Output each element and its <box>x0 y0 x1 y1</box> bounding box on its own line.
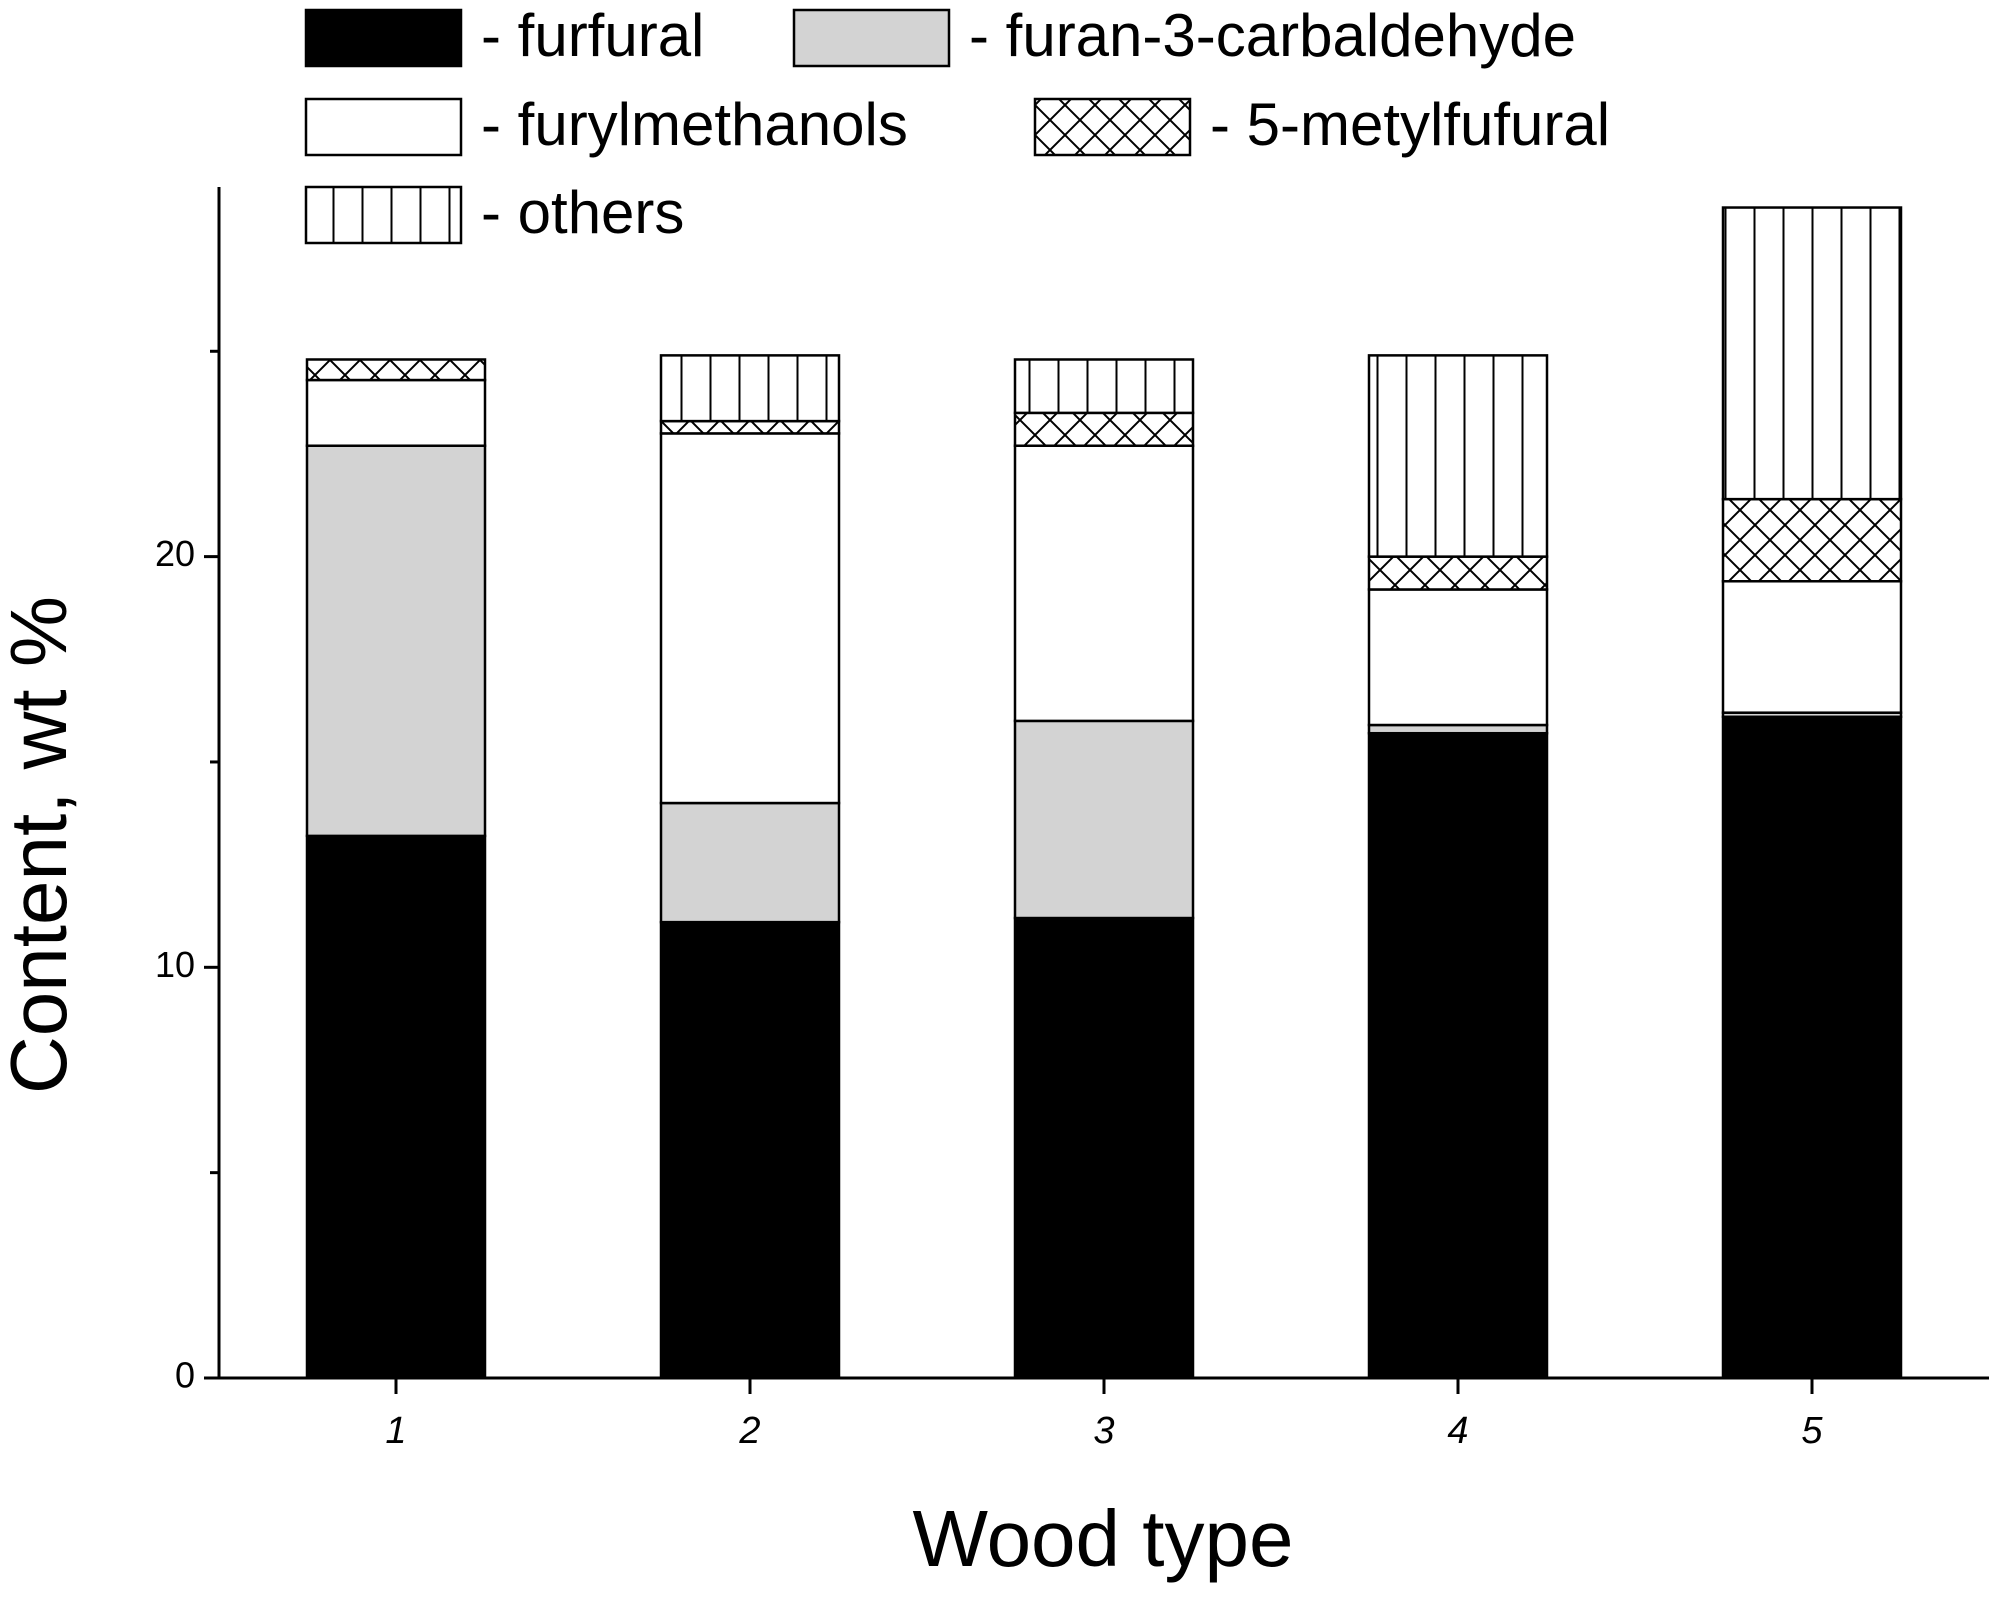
bar-segment <box>1013 411 1195 447</box>
y-tick-label: 10 <box>155 944 195 985</box>
bar-segment <box>1367 555 1549 591</box>
x-tick-label: 5 <box>1801 1410 1823 1452</box>
bar-segment <box>659 432 841 805</box>
x-tick-label: 4 <box>1447 1410 1468 1452</box>
legend-swatch <box>1033 97 1192 157</box>
legend-swatch <box>304 97 463 157</box>
bar-segment <box>659 920 841 1380</box>
legend-swatch <box>304 185 463 245</box>
x-tick-label: 2 <box>738 1410 760 1452</box>
legend-label: - 5-metylfufural <box>1210 91 1610 158</box>
x-tick-label: 1 <box>385 1410 406 1452</box>
bar-segment <box>659 354 841 423</box>
bar-segment <box>1367 588 1549 727</box>
bar-segment <box>1013 358 1195 415</box>
bar-segment <box>1367 354 1549 558</box>
y-tick-label: 20 <box>155 533 195 574</box>
bar-segment <box>305 444 487 838</box>
bar-segment <box>305 834 487 1380</box>
bar-segment <box>659 419 841 435</box>
y-tick-label: 0 <box>175 1355 195 1396</box>
y-axis-label: Content, wt % <box>0 596 83 1094</box>
x-tick-label: 3 <box>1093 1410 1114 1452</box>
bar-segment <box>305 358 487 382</box>
legend-label: - furylmethanols <box>481 91 908 158</box>
x-axis-label: Wood type <box>913 1494 1294 1583</box>
bar-segment <box>1013 719 1195 920</box>
bar-segment <box>1013 916 1195 1380</box>
bar-segment <box>1367 731 1549 1380</box>
legend-swatch <box>792 8 951 68</box>
bar-segment <box>1721 580 1903 714</box>
legend-label: - furan-3-carbaldehyde <box>969 2 1576 69</box>
legend-swatch <box>304 8 463 68</box>
bar-segment <box>1721 206 1903 501</box>
legend-label: - others <box>481 179 684 246</box>
bar-segment <box>305 378 487 447</box>
bar-segment <box>659 801 841 924</box>
bar-segment <box>1721 715 1903 1380</box>
bar-segment <box>1013 444 1195 723</box>
legend-label: - furfural <box>481 2 704 69</box>
bar-segment <box>1721 497 1903 583</box>
